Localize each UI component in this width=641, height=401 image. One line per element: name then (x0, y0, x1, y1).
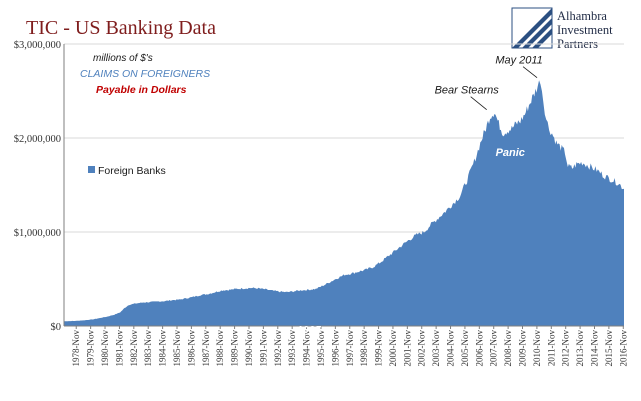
x-tick-label: 1996-Nov (330, 330, 340, 367)
x-tick-label: 2010-Nov (532, 330, 542, 367)
x-tick-label: 2002-Nov (417, 330, 427, 367)
x-tick-label: 2015-Nov (604, 330, 614, 367)
x-tick-label: 2004-Nov (446, 330, 456, 367)
x-tick-label: 1995-Nov (316, 330, 326, 367)
claims-note: CLAIMS ON FOREIGNERS (80, 68, 210, 80)
x-tick-label: 1991-Nov (258, 330, 268, 367)
x-tick-label: 1983-Nov (143, 330, 153, 367)
area-series (64, 80, 624, 326)
x-tick-label: 1994-Nov (302, 330, 312, 367)
legend: Foreign Banks (88, 165, 166, 177)
x-tick-label: 1992-Nov (273, 330, 283, 367)
x-tick-label: 1978-Nov (71, 330, 81, 367)
x-tick-label: 1999-Nov (374, 330, 384, 367)
y-tick-label: $2,000,000 (14, 134, 61, 145)
x-tick-label: 1990-Nov (244, 330, 254, 367)
x-tick-label: 1981-Nov (114, 330, 124, 367)
x-tick-label: 1988-Nov (215, 330, 225, 367)
x-tick-label: 1997-Nov (345, 330, 355, 367)
units-note: millions of $'s (93, 53, 153, 64)
x-tick-label: 2007-Nov (489, 330, 499, 367)
x-tick-label: 2016-Nov (618, 330, 628, 367)
x-tick-label: 1982-Nov (129, 330, 139, 367)
annotation-label: Panic (496, 147, 525, 159)
y-axis-ticks: $0 $1,000,000 $2,000,000 $3,000,000 (14, 40, 61, 333)
y-tick-label: $1,000,000 (14, 228, 61, 239)
x-tick-label: 2014-Nov (589, 330, 599, 367)
x-tick-label: 2008-Nov (503, 330, 513, 367)
x-tick-label: 1993-Nov (287, 330, 297, 367)
x-tick-label: 2001-Nov (402, 330, 412, 367)
legend-swatch (88, 166, 95, 173)
x-tick-label: 1987-Nov (201, 330, 211, 367)
x-axis-ticks: 1978-Nov 1979-Nov 1980-Nov 1981-Nov 1982-Nov… (71, 326, 628, 367)
x-tick-label: 2009-Nov (518, 330, 528, 367)
annotation-label: Bear Stearns (435, 85, 500, 97)
x-tick-label: 2013-Nov (575, 330, 585, 367)
x-tick-label: 1986-Nov (186, 330, 196, 367)
logo-mark-icon (511, 7, 553, 49)
chart-title: TIC - US Banking Data (26, 17, 216, 39)
x-tick-label: 2006-Nov (474, 330, 484, 367)
axes (63, 44, 624, 327)
x-tick-label: 2005-Nov (460, 330, 470, 367)
annotation-arrow (522, 66, 538, 79)
logo-line-1: Alhambra (557, 9, 607, 23)
x-tick-label: 2003-Nov (431, 330, 441, 367)
x-tick-label: 1980-Nov (100, 330, 110, 367)
logo-line-2: Investment (557, 23, 613, 37)
annotation-arrow (470, 96, 487, 110)
y-tick-label: $3,000,000 (14, 40, 61, 51)
annotation-label: May 2011 (495, 55, 543, 67)
x-tick-label: 1989-Nov (230, 330, 240, 367)
y-tick-label: $0 (51, 322, 62, 333)
x-tick-label: 2011-Nov (546, 330, 556, 367)
x-tick-label: 2012-Nov (561, 330, 571, 367)
x-tick-label: 1984-Nov (158, 330, 168, 367)
x-tick-label: 1979-Nov (86, 330, 96, 367)
alhambra-logo: Alhambra Investment Partners (511, 7, 613, 51)
annotations: Bear Stearns May 2011 Panic 1995 (296, 55, 542, 337)
x-tick-label: 2000-Nov (388, 330, 398, 367)
legend-label: Foreign Banks (98, 165, 166, 177)
x-tick-label: 1998-Nov (359, 330, 369, 367)
x-tick-label: 1985-Nov (172, 330, 182, 367)
payable-note: Payable in Dollars (96, 84, 187, 96)
foreign-banks-area (64, 80, 624, 326)
annotation-label: 1995 (296, 325, 321, 337)
